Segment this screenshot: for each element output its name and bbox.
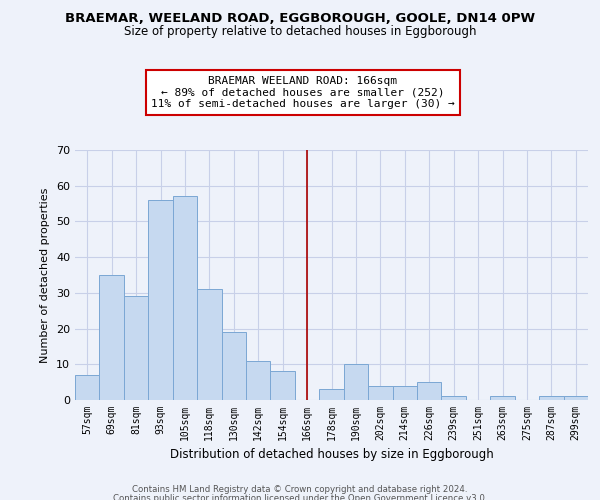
Bar [392, 386, 417, 400]
Bar [563, 396, 588, 400]
Bar [221, 332, 246, 400]
Bar [539, 396, 563, 400]
Bar [173, 196, 197, 400]
Bar [344, 364, 368, 400]
Bar [148, 200, 173, 400]
Bar [100, 275, 124, 400]
Bar [246, 360, 271, 400]
Bar [271, 372, 295, 400]
Bar [442, 396, 466, 400]
Bar [417, 382, 442, 400]
Text: BRAEMAR WEELAND ROAD: 166sqm
← 89% of detached houses are smaller (252)
11% of s: BRAEMAR WEELAND ROAD: 166sqm ← 89% of de… [151, 76, 455, 109]
Bar [319, 390, 344, 400]
Bar [75, 375, 100, 400]
Bar [124, 296, 148, 400]
Y-axis label: Number of detached properties: Number of detached properties [40, 188, 50, 362]
Bar [490, 396, 515, 400]
Text: BRAEMAR, WEELAND ROAD, EGGBOROUGH, GOOLE, DN14 0PW: BRAEMAR, WEELAND ROAD, EGGBOROUGH, GOOLE… [65, 12, 535, 26]
Text: Contains public sector information licensed under the Open Government Licence v3: Contains public sector information licen… [113, 494, 487, 500]
Text: Contains HM Land Registry data © Crown copyright and database right 2024.: Contains HM Land Registry data © Crown c… [132, 485, 468, 494]
Text: Size of property relative to detached houses in Eggborough: Size of property relative to detached ho… [124, 25, 476, 38]
Bar [197, 290, 221, 400]
X-axis label: Distribution of detached houses by size in Eggborough: Distribution of detached houses by size … [170, 448, 493, 462]
Bar [368, 386, 392, 400]
